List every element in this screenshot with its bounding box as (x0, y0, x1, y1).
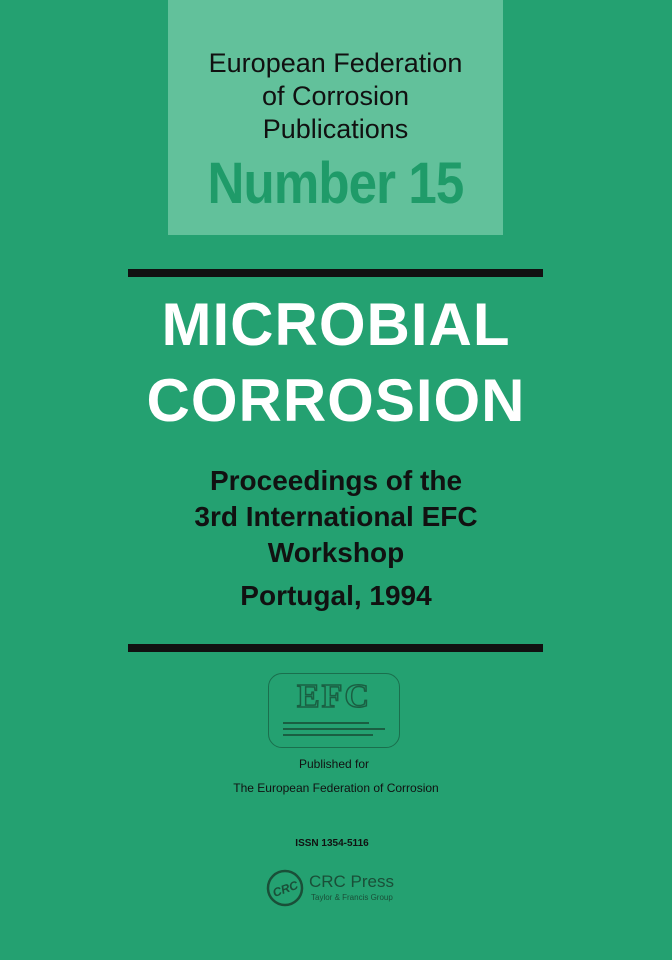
efc-logo-fine-print (283, 734, 373, 736)
series-box: European Federation of Corrosion Publica… (168, 0, 503, 235)
published-for-org: The European Federation of Corrosion (233, 781, 439, 795)
issn: ISSN 1354-5116 (295, 838, 369, 849)
crc-logo-icon: CRC (265, 868, 305, 908)
subtitle-line: Portugal, 1994 (240, 580, 432, 611)
svg-text:CRC: CRC (271, 878, 301, 900)
title-line: MICROBIAL (161, 291, 511, 358)
publisher-group: Taylor & Francis Group (311, 893, 393, 902)
series-number: Number 15 (207, 151, 465, 216)
efc-logo-letters: EFC (296, 677, 371, 716)
efc-logo: EFC (268, 673, 400, 748)
divider (128, 269, 543, 277)
series-line: Publications (262, 114, 409, 144)
subtitle-line: 3rd International EFC (194, 501, 478, 532)
subtitle-line: Workshop (267, 537, 405, 568)
subtitle-line: Proceedings of the (209, 465, 463, 496)
divider (128, 644, 543, 652)
series-line: European Federation (208, 48, 463, 78)
efc-logo-fine-print (283, 728, 385, 730)
series-line: of Corrosion (261, 81, 410, 111)
efc-logo-fine-print (283, 722, 369, 724)
title-line: CORROSION (146, 367, 526, 434)
published-for: Published for (298, 757, 370, 771)
publisher-name: CRC Press (309, 872, 395, 891)
